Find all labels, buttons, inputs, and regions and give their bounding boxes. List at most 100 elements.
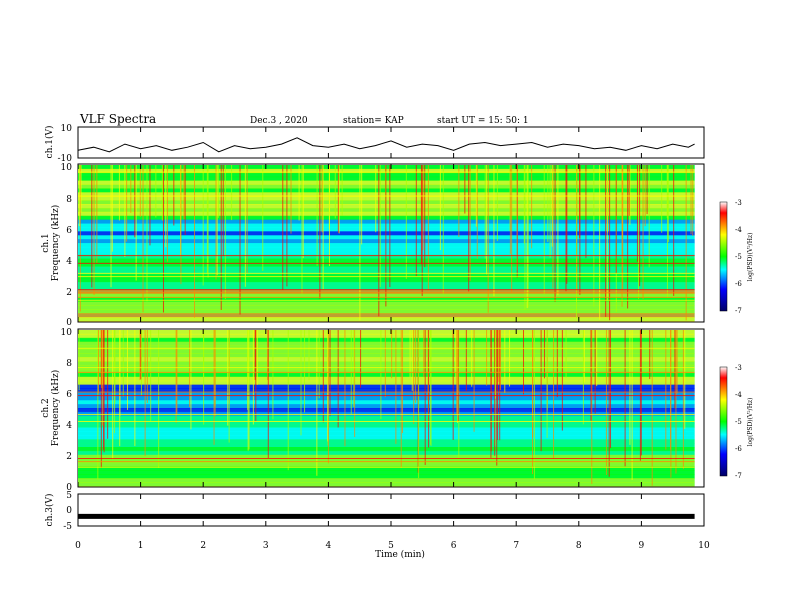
ch1-spectrogram-streak [246,165,248,274]
ch2-spectrogram-tone-line [78,371,695,373]
ch1-spectrogram-streak [420,165,422,265]
ch1-spectrogram-streak [554,165,556,302]
ch2-spectrogram-streak [112,330,114,460]
time-axis-tick-label: 8 [576,541,582,551]
ch2-spectrogram-streak [649,330,651,380]
ch2-spectrogram-streak [247,330,249,410]
ch1-spec-ylabel: Frequency (kHz) [50,205,61,282]
ch1-spectrogram-streak [166,165,168,262]
ch2-spectrogram-streak [391,330,393,379]
ch2-spectrogram-streak [583,330,585,383]
ch1-spectrogram-streak [378,165,380,317]
time-axis-ticks [77,127,705,526]
ch1-spectrogram-tone-line [78,299,695,301]
ch2-spectrogram-streak [532,330,534,438]
ch2-spectrogram-streak [380,330,382,420]
ch2-spectrogram-band [78,400,695,405]
ch2-spectrogram-streak [327,330,329,464]
ch1-spectrogram-streak [79,165,81,312]
ch2-spectrogram-tone-line [78,367,695,369]
ch2-spectrogram-streak [103,330,105,450]
ch1-spec-channel-label: ch.1 [41,233,51,252]
ch1-spectrogram-band [78,317,695,322]
ch2-spectrogram-streak [582,330,584,425]
ch1-spectrogram-tone-line [78,276,695,278]
ch2-spectrogram-streak [203,330,205,378]
ch1-spec-ytick-10: 10 [61,163,73,173]
ch2-spectrogram-band [78,443,695,448]
ch2-spectrogram-streak [327,330,329,442]
ch1-spectrogram-streak [585,165,587,259]
ch2-spectrogram-band [78,384,695,389]
ch2-spectrogram-streak [509,330,511,387]
ch1-spectrogram-streak [135,165,137,281]
ch2-spectrogram-streak [272,330,274,420]
ch1-spectrogram-streak [468,165,470,292]
ch1-spectrogram-streak [215,165,217,280]
ch2-spec-ytick-6: 6 [66,390,72,400]
ch1-spectrogram-streak [207,165,209,278]
ch2-spectrogram-band [78,361,695,366]
ch2-spectrogram-streak [590,330,592,421]
ch2-spectrogram-band [78,337,695,343]
ch1-spectrogram-streak [666,165,668,218]
ch2-spectrogram-band [78,466,695,471]
ch2-spectrogram-band [78,458,695,464]
ch1-spectrogram-streak [636,165,638,262]
ch2-spectrogram-streak [247,330,249,451]
ch1-spectrogram-streak [547,165,549,242]
ch1-spectrogram-streak [194,165,196,318]
ch1-spectrogram-streak [359,165,361,321]
ch3-voltage-ytick-top: 5 [66,491,72,501]
ch1-spectrogram-streak [439,165,441,251]
ch1-spectrogram-streak [134,165,136,238]
ch2-spectrogram-streak [533,330,535,480]
ch2-spectrogram-streak [126,330,128,410]
ch2-spectrogram-streak [100,330,102,469]
ch1-spectrogram-streak [549,165,551,258]
ch1-spec-ytick-8: 8 [66,195,72,205]
ch2-spectrogram-streak [486,330,488,386]
ch2-spectrogram-streak [395,330,397,444]
ch2-spectrogram-streak [189,330,191,408]
ch2-spectrogram-streak [402,330,404,433]
ch2-spectrogram-streak [418,330,420,479]
ch1-spectrogram-streak [110,165,112,288]
ch2-spectrogram-streak [228,330,230,443]
ch1-spectrogram-streak [202,165,204,286]
ch2-spectrogram-streak [465,330,467,391]
ch1-spectrogram-streak [316,165,318,266]
ch2-spectrogram-band [78,470,695,475]
ch1-spectrogram-streak [91,165,93,288]
ch2-spectrogram-streak [543,330,545,379]
ch2-spectrogram-streak [665,330,667,450]
ch1-spectrogram-streak [566,165,568,284]
ch1-spectrogram-streak [124,165,126,257]
ch2-spectrogram-streak [254,330,256,380]
ch2-spectrogram-streak [98,330,100,394]
ch1-voltage-ytick-bottom: -10 [58,154,73,164]
ch1-spectrogram-band [78,313,695,318]
ch1-spectrogram-streak [690,165,692,235]
ch2-spectrogram-streak [674,330,676,409]
ch1-spectrogram-streak [282,165,284,290]
ch2-spectrogram-streak [553,330,555,459]
ch2-spectrogram-tone-line [78,466,695,468]
ch1-colorbar: -3 -4 -5 -6 -7 log(PSD)(V²/Hz) [719,199,754,315]
time-axis-tick-label: 4 [326,541,332,551]
ch2-spectrogram-streak [565,330,567,378]
ch1-spectrogram-streak [165,165,167,248]
ch1-spectrogram-streak [639,165,641,287]
ch2-spectrogram-streak [561,330,563,431]
ch1-colorbar-tick-m7: -7 [735,307,742,315]
ch1-spectrogram-streak [361,165,363,245]
ch2-spectrogram-streak [497,330,499,441]
time-axis-tick-labels: 0 1 2 3 4 5 6 7 8 9 10 [75,541,710,551]
ch2-spectrogram-streak [455,330,457,378]
ch2-spectrogram-streak [608,330,610,477]
ch2-spectrogram-tone-line [78,420,695,422]
ch2-spectrogram-band [78,380,695,386]
date-label: Dec.3 , 2020 [250,116,308,126]
ch2-spectrogram-streak [318,330,320,399]
ch2-spectrogram-band [78,415,695,421]
